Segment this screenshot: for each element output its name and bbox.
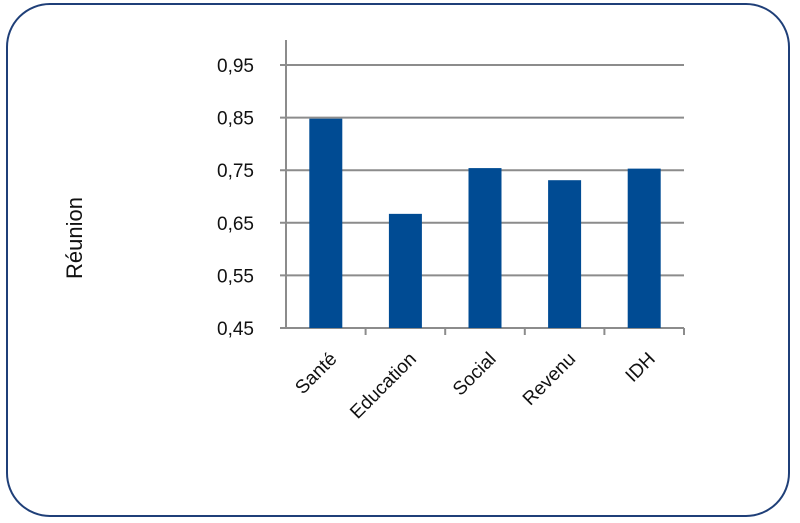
category-label: Social: [449, 349, 500, 400]
bars: [309, 118, 661, 328]
y-tick-label: 0,75: [217, 161, 254, 182]
y-tick-labels: 0,45 0,55 0,65 0,75 0,85 0,95: [217, 56, 254, 340]
bar: [468, 168, 502, 328]
bar: [627, 168, 661, 328]
y-tick-label: 0,95: [217, 56, 254, 77]
category-labels: Santé Education Social Revenu IDH: [291, 349, 659, 424]
gridlines: [280, 64, 685, 335]
category-label: Santé: [291, 349, 341, 399]
category-label: IDH: [622, 349, 660, 387]
y-axis-title: Réunion: [62, 197, 87, 279]
y-tick-label: 0,45: [217, 319, 254, 340]
bar: [309, 118, 343, 328]
category-label: Education: [346, 349, 421, 424]
y-tick-label: 0,85: [217, 109, 254, 130]
y-tick-label: 0,55: [217, 266, 254, 287]
y-tick-label: 0,65: [217, 214, 254, 235]
category-label: Revenu: [519, 349, 580, 410]
bar: [548, 180, 582, 328]
bar: [388, 213, 422, 328]
